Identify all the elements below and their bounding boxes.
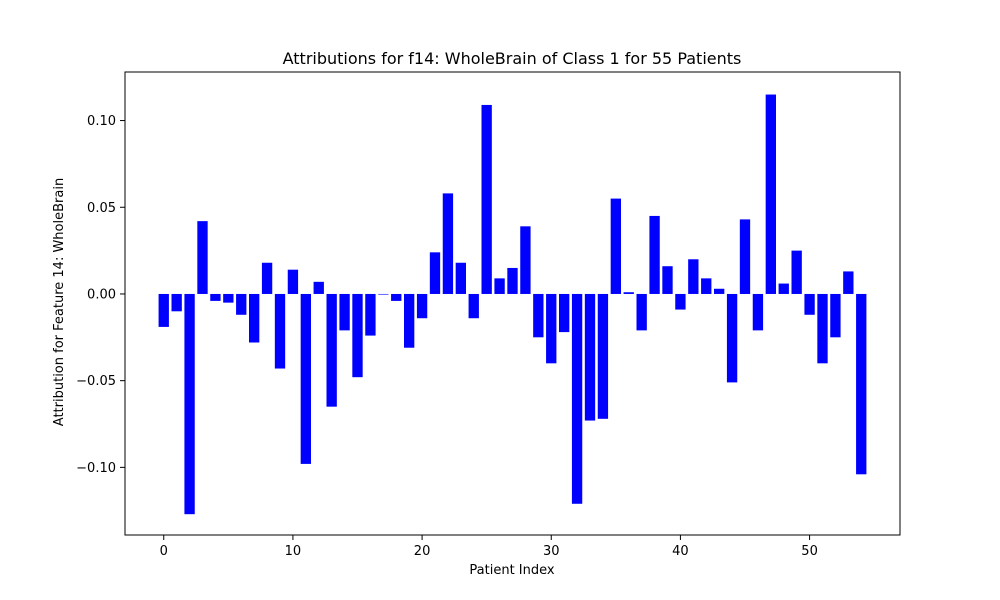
y-tick-label: −0.10 <box>76 461 116 476</box>
bar-patient-26 <box>494 278 505 294</box>
bar-patient-7 <box>249 293 260 343</box>
bar-patient-10 <box>287 269 299 294</box>
bar-patient-41 <box>688 259 699 294</box>
bar-patient-38 <box>649 215 660 294</box>
bar-patient-35 <box>610 198 621 294</box>
bar-patient-32 <box>571 293 583 504</box>
bar-patient-13 <box>326 293 337 407</box>
bar-patient-43 <box>714 288 725 294</box>
x-tick-label: 10 <box>285 544 302 559</box>
x-tick-label: 40 <box>672 544 689 559</box>
bar-patient-17 <box>378 293 389 295</box>
bar-patient-44 <box>726 293 738 383</box>
plot-frame <box>124 71 901 536</box>
y-tick-label: 0.00 <box>87 287 116 302</box>
bar-patient-12 <box>313 281 324 294</box>
bar-patient-28 <box>520 226 531 294</box>
bar-patient-16 <box>365 293 376 336</box>
bar-patient-25 <box>481 104 492 294</box>
ticks-layer: 0 10 20 30 40 50 −0.10 −0.05 0.00 0.05 0.10 <box>76 114 818 559</box>
bar-patient-54 <box>856 293 867 475</box>
bar-patient-37 <box>636 293 647 331</box>
bar-patient-11 <box>300 293 311 464</box>
bar-patient-53 <box>843 271 854 294</box>
x-tick-label: 50 <box>801 544 818 559</box>
y-tick-label: 0.10 <box>87 114 116 129</box>
chart-title: Attributions for f14: WholeBrain of Clas… <box>283 49 742 68</box>
bar-patient-14 <box>339 293 350 331</box>
bar-patient-23 <box>455 262 466 294</box>
bar-patient-22 <box>442 193 454 294</box>
bar-patient-48 <box>778 283 789 294</box>
bar-patient-29 <box>533 293 544 338</box>
bar-patient-9 <box>274 293 286 369</box>
bar-patient-46 <box>752 293 764 331</box>
bar-patient-18 <box>391 293 402 301</box>
bar-patient-2 <box>184 293 195 515</box>
bar-patient-27 <box>507 267 518 294</box>
bar-patient-0 <box>158 293 169 327</box>
bar-patient-6 <box>236 293 247 315</box>
bar-patient-42 <box>701 278 712 294</box>
y-tick-label: 0.05 <box>87 201 116 216</box>
bar-patient-33 <box>584 293 596 421</box>
bar-patient-24 <box>468 293 479 319</box>
bar-patient-39 <box>662 266 673 294</box>
bar-patient-3 <box>197 221 208 294</box>
bar-patient-1 <box>171 293 182 312</box>
bar-patient-34 <box>597 293 609 419</box>
bar-patient-51 <box>817 293 828 364</box>
bar-patient-4 <box>210 293 221 301</box>
bar-patient-30 <box>546 293 557 364</box>
x-tick-label: 20 <box>414 544 431 559</box>
bar-patient-8 <box>261 262 273 294</box>
x-axis-title: Patient Index <box>469 563 554 578</box>
bars-layer <box>158 94 867 515</box>
bar-patient-31 <box>559 293 570 333</box>
bar-patient-40 <box>675 293 686 310</box>
x-tick-label: 0 <box>160 544 168 559</box>
bar-patient-47 <box>765 94 776 294</box>
bar-patient-52 <box>830 293 841 338</box>
x-tick-label: 30 <box>543 544 560 559</box>
y-axis-title: Attribution for Feature 14: WholeBrain <box>52 178 67 426</box>
bar-patient-20 <box>416 293 428 319</box>
bar-patient-15 <box>352 293 363 378</box>
bar-patient-49 <box>791 250 802 294</box>
bar-patient-5 <box>223 293 234 303</box>
bar-patient-45 <box>739 219 751 294</box>
bar-patient-21 <box>429 252 441 294</box>
bar-patient-50 <box>804 293 815 315</box>
bar-patient-36 <box>623 292 634 294</box>
bar-patient-19 <box>404 293 415 348</box>
y-tick-label: −0.05 <box>76 374 116 389</box>
